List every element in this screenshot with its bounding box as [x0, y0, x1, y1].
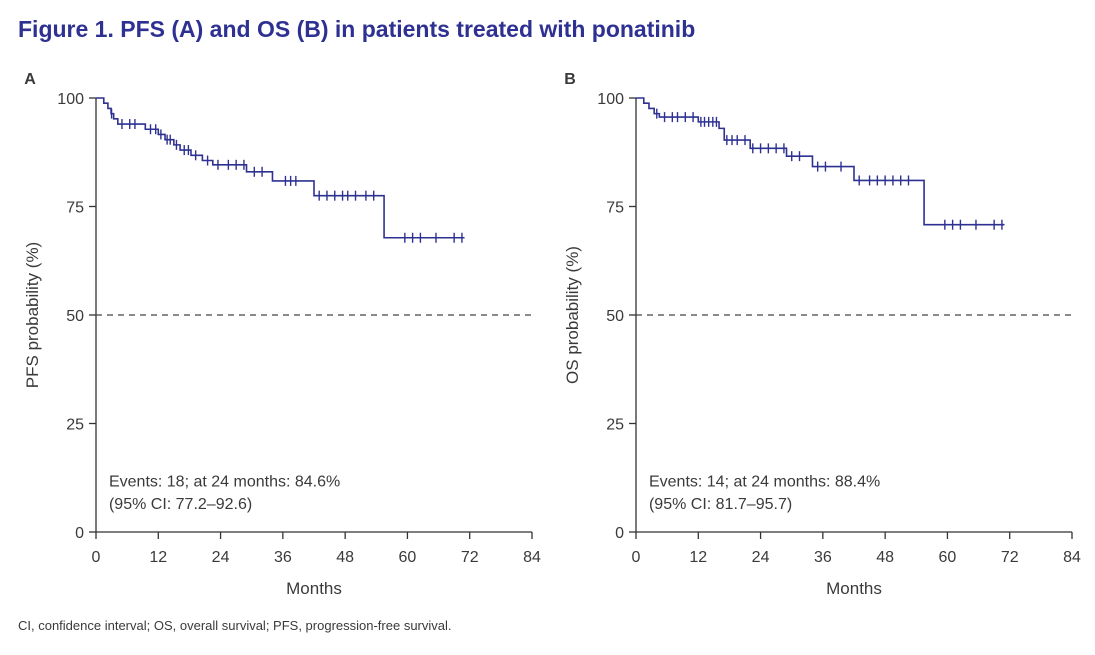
x-tick-label: 12 [689, 549, 707, 566]
x-tick-label: 48 [876, 549, 894, 566]
x-axis-label: Months [286, 579, 342, 598]
x-tick-label: 60 [939, 549, 957, 566]
panel-label: B [564, 71, 576, 88]
y-axis-label: PFS probability (%) [23, 242, 42, 388]
km-chart-panel-a: A 0 25 50 75 100 0 12 24 36 48 60 72 84 Months PFS prob… [23, 71, 541, 598]
survival-curve [636, 97, 1005, 226]
y-tick-label: 100 [57, 91, 84, 108]
y-tick-label: 25 [606, 417, 624, 434]
y-tick-label: 50 [66, 308, 84, 325]
survival-curve [96, 97, 465, 239]
x-tick-label: 24 [752, 549, 770, 566]
x-tick-label: 12 [149, 549, 167, 566]
km-chart-panel-b: B 0 25 50 75 100 0 12 24 36 48 60 72 84 Months OS proba… [563, 71, 1081, 598]
y-tick-label: 100 [597, 91, 624, 108]
y-tick-label: 75 [606, 200, 624, 217]
x-tick-label: 60 [399, 549, 417, 566]
y-tick-label: 50 [606, 308, 624, 325]
figure-footnote: CI, confidence interval; OS, overall sur… [18, 618, 452, 633]
x-tick-label: 0 [632, 549, 641, 566]
y-axis-label: OS probability (%) [563, 246, 582, 384]
y-tick-label: 0 [75, 525, 84, 542]
x-tick-label: 36 [274, 549, 292, 566]
x-tick-label: 84 [523, 549, 541, 566]
figure-title: Figure 1. PFS (A) and OS (B) in patients… [18, 16, 696, 42]
events-annotation: Events: 18; at 24 months: 84.6% [109, 473, 340, 490]
panel-label: A [24, 71, 36, 88]
ci-annotation: (95% CI: 77.2–92.6) [109, 496, 252, 513]
x-tick-label: 24 [212, 549, 230, 566]
x-tick-label: 48 [336, 549, 354, 566]
x-tick-label: 72 [461, 549, 479, 566]
ci-annotation: (95% CI: 81.7–95.7) [649, 496, 792, 513]
y-tick-label: 25 [66, 417, 84, 434]
x-tick-label: 84 [1063, 549, 1081, 566]
x-axis-label: Months [826, 579, 882, 598]
events-annotation: Events: 14; at 24 months: 88.4% [649, 473, 880, 490]
y-tick-label: 75 [66, 200, 84, 217]
x-tick-label: 72 [1001, 549, 1019, 566]
y-tick-label: 0 [615, 525, 624, 542]
x-tick-label: 36 [814, 549, 832, 566]
x-tick-label: 0 [92, 549, 101, 566]
